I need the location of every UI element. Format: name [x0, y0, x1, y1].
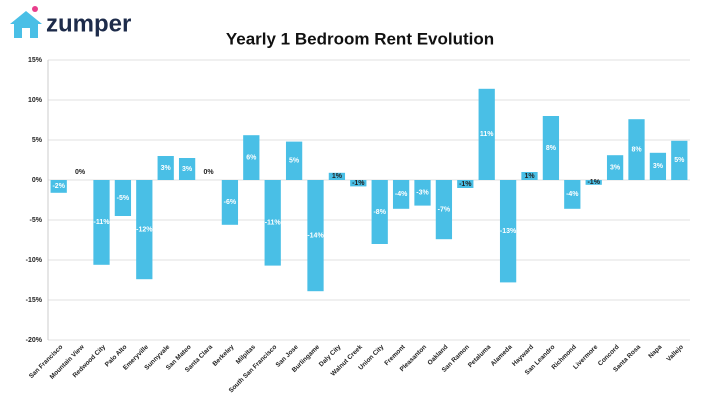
value-label: -2% — [52, 183, 65, 190]
value-label: 0% — [75, 169, 86, 176]
bar — [457, 180, 474, 188]
y-tick-label: -20% — [26, 337, 43, 344]
bar — [414, 180, 431, 206]
bar — [114, 180, 132, 216]
bar — [499, 180, 517, 283]
bar — [478, 88, 495, 180]
x-tick-label: Vallejo — [665, 344, 685, 364]
y-tick-label: 10% — [28, 97, 43, 104]
x-tick-label: Alameda — [490, 343, 514, 367]
value-label: 5% — [289, 158, 300, 165]
value-label: -1% — [352, 180, 365, 187]
logo-door — [22, 28, 30, 38]
value-label: 3% — [182, 166, 193, 173]
value-label: 3% — [610, 164, 621, 171]
x-tick-label: Berkeley — [211, 343, 235, 367]
value-label: 11% — [480, 131, 494, 138]
bar — [136, 180, 153, 280]
value-label: -7% — [438, 206, 451, 213]
logo-icon — [10, 11, 42, 38]
value-label: 5% — [674, 157, 685, 164]
value-label: -14% — [307, 232, 324, 239]
y-tick-label: -10% — [26, 257, 43, 264]
x-tick-label: Petaluma — [467, 343, 493, 369]
value-label: -4% — [395, 191, 408, 198]
value-label: -6% — [224, 199, 237, 206]
bar — [221, 180, 239, 225]
bar — [264, 180, 281, 266]
bar — [285, 141, 303, 180]
value-label: -3% — [416, 190, 429, 197]
bar — [328, 172, 346, 180]
bar — [542, 116, 560, 180]
value-label: 3% — [161, 165, 172, 172]
bar — [521, 172, 538, 180]
value-label: -8% — [373, 209, 386, 216]
value-label: 1% — [332, 173, 343, 180]
logo-dot — [32, 6, 38, 12]
bar — [93, 180, 110, 265]
value-label: -11% — [94, 219, 111, 226]
y-tick-label: -5% — [30, 217, 43, 224]
value-label: -1% — [459, 181, 472, 188]
y-tick-label: 0% — [32, 177, 43, 184]
bar — [564, 180, 581, 209]
value-label: -4% — [566, 191, 579, 198]
value-label: 8% — [631, 146, 642, 153]
bar — [307, 180, 324, 292]
x-tick-label: Napa — [647, 343, 663, 359]
value-label: 3% — [653, 163, 664, 170]
bar — [585, 180, 602, 185]
value-label: 0% — [203, 169, 214, 176]
bar — [243, 135, 260, 180]
y-tick-label: 15% — [28, 57, 43, 64]
value-label: -12% — [136, 226, 153, 233]
value-label: -13% — [500, 228, 517, 235]
bar — [435, 180, 453, 240]
bar — [606, 155, 624, 180]
value-label: -11% — [265, 220, 282, 227]
bar — [649, 152, 667, 180]
value-label: -1% — [587, 179, 600, 186]
y-tick-label: 5% — [32, 137, 43, 144]
value-label: 8% — [546, 145, 557, 152]
bar — [350, 180, 367, 187]
brand: zumper — [46, 10, 131, 37]
bar — [671, 140, 688, 180]
bar — [628, 119, 645, 180]
y-tick-label: -15% — [26, 297, 43, 304]
value-label: -5% — [117, 195, 130, 202]
bar — [157, 156, 174, 180]
bar — [371, 180, 388, 244]
logo: zumper — [10, 6, 131, 38]
bar — [178, 158, 196, 180]
bar — [392, 180, 410, 209]
value-label: 1% — [524, 173, 535, 180]
chart-title: Yearly 1 Bedroom Rent Evolution — [226, 29, 494, 48]
bar — [50, 180, 67, 193]
value-label: 6% — [246, 154, 257, 161]
